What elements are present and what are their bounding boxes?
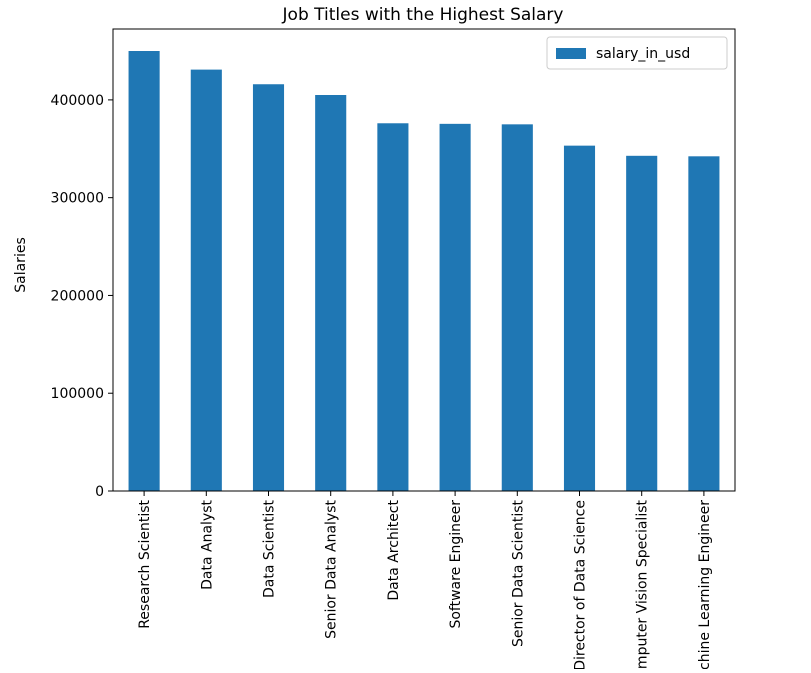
bar-4 bbox=[315, 95, 347, 491]
y-tick-label: 400000 bbox=[51, 93, 104, 109]
bar-6 bbox=[439, 123, 471, 491]
legend-swatch bbox=[556, 48, 586, 59]
bar-1 bbox=[128, 51, 160, 491]
y-tick-label: 200000 bbox=[51, 288, 104, 304]
y-ticks: 0 100000 200000 300000 400000 bbox=[51, 93, 113, 500]
x-tick-label: Senior Data Analyst bbox=[324, 499, 340, 638]
x-tick-label: Computer Vision Specialist bbox=[635, 500, 651, 669]
axes-layer bbox=[112, 28, 736, 492]
x-ticks: Research Scientist Data Analyst Data Scien… bbox=[137, 491, 713, 669]
bar-8 bbox=[563, 145, 596, 491]
bar-2 bbox=[190, 69, 222, 491]
bar-10 bbox=[688, 156, 720, 491]
y-tick-label: 100000 bbox=[51, 386, 104, 402]
legend-box bbox=[546, 36, 728, 70]
x-tick-label: Machine Learning Engineer bbox=[697, 500, 713, 669]
bar-7 bbox=[501, 124, 533, 491]
x-tick-label: Data Scientist bbox=[262, 499, 278, 598]
bar-5 bbox=[377, 123, 409, 491]
bars-layer bbox=[128, 51, 720, 492]
x-tick-label: Director of Data Science bbox=[573, 500, 589, 669]
chart-title: Job Titles with the Highest Salary bbox=[282, 5, 564, 25]
y-tick-label: 300000 bbox=[51, 191, 104, 207]
x-tick-label: Data Analyst bbox=[199, 499, 215, 589]
y-tick-label: 0 bbox=[95, 484, 104, 500]
bar-9 bbox=[626, 155, 658, 492]
x-tick-label: Senior Data Scientist bbox=[510, 500, 526, 648]
legend-label: salary_in_usd bbox=[596, 46, 690, 62]
legend: salary_in_usd bbox=[546, 36, 728, 70]
bar-3 bbox=[252, 84, 285, 491]
x-tick-label: Data Architect bbox=[386, 499, 402, 600]
plot-frame bbox=[112, 28, 736, 492]
x-tick-label: Research Scientist bbox=[137, 499, 153, 628]
x-tick-label: Software Engineer bbox=[448, 500, 464, 629]
y-axis-label: Salaries bbox=[13, 237, 29, 293]
